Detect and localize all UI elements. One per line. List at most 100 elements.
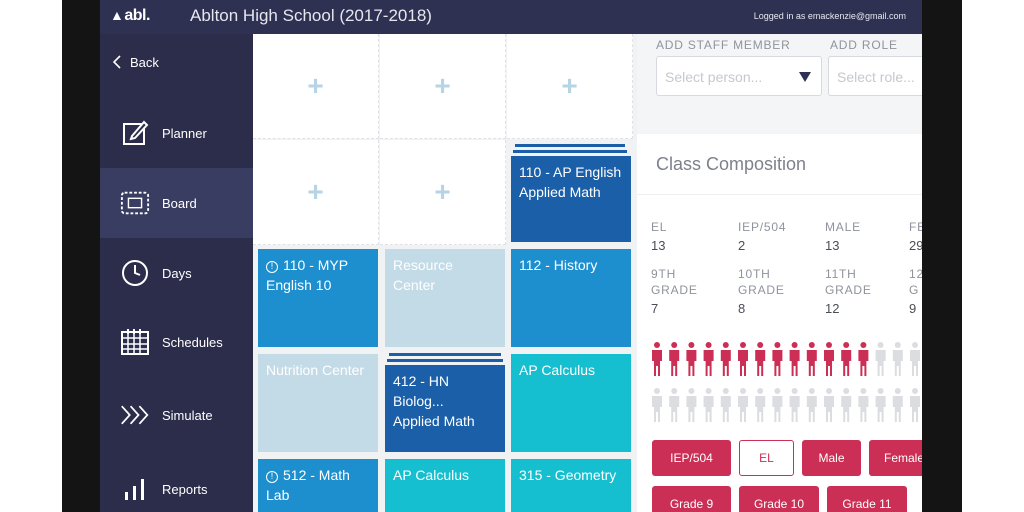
add-icon: + bbox=[307, 70, 324, 101]
app-logo[interactable]: ▲abl. bbox=[110, 7, 150, 24]
card-subtitle: English 10 bbox=[266, 277, 332, 293]
filter-iep504-button[interactable]: IEP/504 bbox=[652, 440, 731, 476]
add-icon: + bbox=[561, 70, 578, 101]
class-card[interactable]: ! 512 - Math Lab bbox=[258, 459, 378, 512]
role-select-placeholder: Select role... bbox=[837, 69, 915, 85]
empty-slot[interactable]: + bbox=[507, 34, 633, 139]
card-stack-indicator bbox=[387, 359, 503, 362]
sidebar-item-schedules[interactable]: Schedules bbox=[100, 307, 253, 377]
class-card[interactable]: 412 - HN Biolog... Applied Math bbox=[385, 365, 505, 452]
sidebar-item-label: Schedules bbox=[162, 334, 223, 350]
person-icon bbox=[772, 388, 783, 422]
chevron-left-icon bbox=[112, 55, 121, 69]
stat-value: 29 bbox=[909, 238, 922, 253]
class-card[interactable]: 110 - AP English Applied Math bbox=[511, 156, 631, 242]
filter-female-button[interactable]: Female bbox=[869, 440, 922, 476]
stat-label: 10TH GRADE bbox=[738, 267, 785, 297]
class-card[interactable]: Nutrition Center bbox=[258, 354, 378, 452]
filter-grade10-button[interactable]: Grade 10 bbox=[739, 486, 819, 512]
empty-slot[interactable]: + bbox=[253, 140, 379, 245]
person-icon bbox=[789, 388, 800, 422]
person-icon bbox=[686, 388, 697, 422]
card-title: 412 - HN Biolog... bbox=[393, 373, 450, 409]
stat-label: 12 G bbox=[909, 267, 922, 297]
person-icon bbox=[858, 388, 869, 422]
login-status[interactable]: Logged in as emackenzie@gmail.com bbox=[753, 11, 906, 21]
sidebar-item-simulate[interactable]: Simulate bbox=[100, 380, 253, 450]
stat-label: EL bbox=[651, 220, 668, 234]
role-select[interactable]: Select role... bbox=[828, 56, 922, 96]
filter-male-button[interactable]: Male bbox=[802, 440, 861, 476]
card-title: Resource Center bbox=[393, 257, 453, 293]
sidebar-item-label: Planner bbox=[162, 125, 207, 141]
school-title: Ablton High School (2017-2018) bbox=[190, 6, 432, 25]
sidebar-item-days[interactable]: Days bbox=[100, 238, 253, 308]
person-select[interactable]: Select person... bbox=[656, 56, 822, 96]
device-bezel-left bbox=[62, 0, 100, 512]
sidebar-item-planner[interactable]: Planner bbox=[100, 98, 253, 168]
person-icon bbox=[875, 342, 886, 376]
stat-value: 8 bbox=[738, 301, 746, 316]
card-subtitle: Applied Math bbox=[519, 184, 601, 200]
back-label: Back bbox=[130, 54, 159, 70]
add-icon: + bbox=[434, 176, 451, 207]
card-stack-indicator bbox=[513, 150, 627, 153]
bar-chart-icon bbox=[120, 474, 150, 504]
card-title: 110 - MYP bbox=[283, 257, 349, 273]
add-role-label: ADD ROLE bbox=[830, 38, 898, 52]
person-icon bbox=[824, 388, 834, 422]
stat-label: MALE bbox=[825, 220, 861, 234]
class-card[interactable]: Resource Center bbox=[385, 249, 505, 347]
add-icon: + bbox=[307, 176, 324, 207]
filter-el-button[interactable]: EL bbox=[739, 440, 794, 476]
person-icon bbox=[806, 388, 817, 422]
stat-value: 13 bbox=[825, 238, 840, 253]
person-icon bbox=[755, 342, 766, 376]
person-icon bbox=[720, 342, 731, 376]
filter-grade11-button[interactable]: Grade 11 bbox=[827, 486, 907, 512]
class-card[interactable]: AP Calculus bbox=[385, 459, 505, 512]
stat-label: 11TH GRADE bbox=[825, 267, 872, 297]
app-screen: ▲abl. Ablton High School (2017-2018) Log… bbox=[100, 0, 922, 512]
sidebar-item-board[interactable]: Board bbox=[100, 168, 253, 238]
device-background-right bbox=[962, 0, 1024, 512]
person-icon bbox=[841, 342, 852, 376]
person-icon bbox=[806, 342, 817, 376]
warning-icon: ! bbox=[266, 261, 278, 273]
clock-icon bbox=[120, 258, 150, 288]
empty-slot[interactable]: + bbox=[380, 34, 506, 139]
person-icon bbox=[875, 388, 886, 422]
card-title: 112 - History bbox=[519, 257, 598, 273]
sidebar: Back Planner Board Days Schedules bbox=[100, 34, 253, 512]
class-card[interactable]: 315 - Geometry bbox=[511, 459, 631, 512]
person-icon bbox=[703, 388, 714, 422]
back-button[interactable]: Back bbox=[112, 54, 159, 70]
class-detail-panel: ADD STAFF MEMBER ADD ROLE Select person.… bbox=[637, 34, 922, 512]
class-card[interactable]: ! 110 - MYP English 10 bbox=[258, 249, 378, 347]
caret-down-icon bbox=[799, 72, 811, 82]
calendar-icon bbox=[120, 327, 150, 357]
empty-slot[interactable]: + bbox=[253, 34, 379, 139]
person-icon bbox=[755, 388, 766, 422]
class-card[interactable]: 112 - History bbox=[511, 249, 631, 347]
add-icon: + bbox=[434, 70, 451, 101]
filter-grade9-button[interactable]: Grade 9 bbox=[652, 486, 731, 512]
class-card[interactable]: AP Calculus bbox=[511, 354, 631, 452]
person-icon bbox=[738, 388, 748, 422]
person-icon bbox=[858, 342, 869, 376]
sidebar-item-label: Reports bbox=[162, 481, 208, 497]
person-icon bbox=[789, 342, 800, 376]
card-title: 315 - Geometry bbox=[519, 467, 617, 483]
add-staff-label: ADD STAFF MEMBER bbox=[656, 38, 791, 52]
card-title: AP Calculus bbox=[393, 467, 470, 483]
sidebar-item-reports[interactable]: Reports bbox=[100, 454, 253, 512]
logo-mark-icon: ▲ bbox=[110, 7, 124, 23]
stat-label: IEP/504 bbox=[738, 220, 787, 234]
empty-slot[interactable]: + bbox=[380, 140, 506, 245]
warning-icon: ! bbox=[266, 471, 278, 483]
person-icon bbox=[703, 342, 714, 376]
person-icon bbox=[669, 388, 680, 422]
card-subtitle: Applied Math bbox=[393, 413, 475, 429]
person-icon bbox=[910, 388, 920, 422]
class-composition-card: Class Composition EL 13 IEP/504 2 MALE 1… bbox=[637, 134, 922, 512]
